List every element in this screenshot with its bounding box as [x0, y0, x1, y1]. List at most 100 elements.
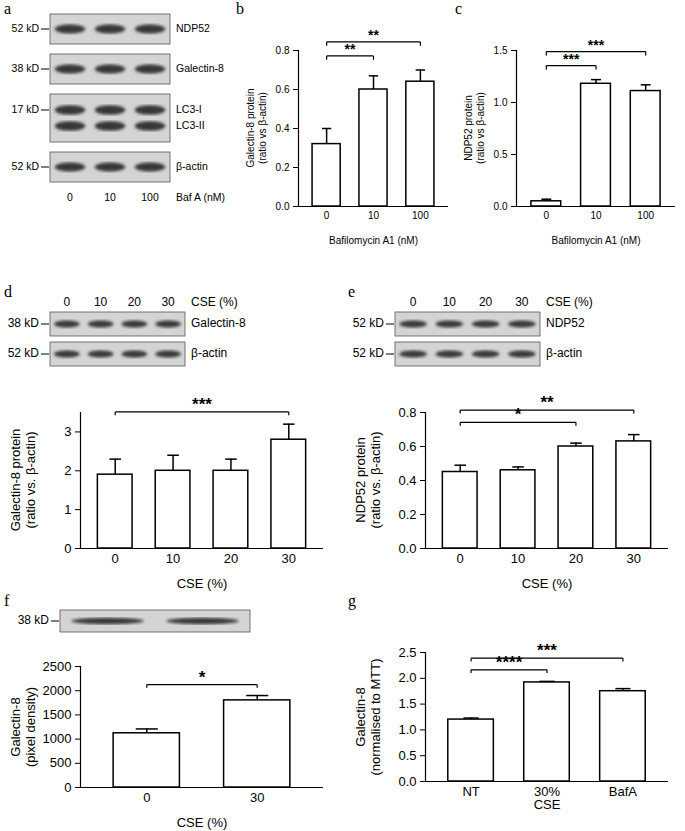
svg-text:500: 500: [50, 755, 72, 770]
svg-text:CSE (%): CSE (%): [546, 295, 593, 309]
svg-text:0.0: 0.0: [276, 201, 290, 212]
svg-text:1000: 1000: [43, 731, 72, 746]
svg-text:0.6: 0.6: [276, 84, 290, 95]
svg-text:0.0: 0.0: [494, 201, 508, 212]
svg-text:BafA: BafA: [609, 784, 638, 799]
svg-text:52 kD: 52 kD: [12, 22, 40, 34]
svg-text:10: 10: [94, 295, 108, 309]
svg-text:*: *: [199, 668, 206, 687]
svg-text:1.5: 1.5: [398, 696, 416, 711]
html-text:NDP52 protein (ratio vs. β-act: NDP52 protein (ratio vs. β-actin): [353, 431, 383, 529]
svg-text:2: 2: [64, 463, 71, 478]
svg-text:30: 30: [515, 295, 529, 309]
svg-text:3: 3: [64, 424, 71, 439]
svg-text:1.0: 1.0: [494, 97, 508, 108]
svg-text:0: 0: [143, 790, 150, 805]
svg-text:100: 100: [412, 210, 429, 221]
svg-text:Bafilomycin A1 (nM): Bafilomycin A1 (nM): [552, 235, 641, 246]
svg-text:0: 0: [64, 780, 71, 795]
svg-text:52 kD: 52 kD: [353, 346, 385, 360]
svg-text:0.2: 0.2: [398, 507, 416, 522]
svg-text:CSE (%): CSE (%): [177, 576, 228, 591]
svg-text:38 kD: 38 kD: [12, 62, 40, 74]
svg-text:Galectin-8: Galectin-8: [176, 62, 224, 74]
svg-text:**: **: [368, 27, 379, 43]
svg-text:0: 0: [324, 210, 330, 221]
svg-text:0.0: 0.0: [398, 541, 416, 556]
svg-text:30: 30: [627, 551, 641, 566]
svg-text:Galectin-8: Galectin-8: [191, 316, 246, 330]
svg-text:0: 0: [64, 541, 71, 556]
svg-text:0.6: 0.6: [398, 439, 416, 454]
svg-text:LC3-II: LC3-II: [176, 119, 205, 131]
svg-text:***: ***: [537, 641, 557, 660]
svg-text:30: 30: [282, 551, 296, 566]
svg-text:10: 10: [166, 551, 180, 566]
svg-text:Bafilomycin A1 (nM): Bafilomycin A1 (nM): [329, 235, 418, 246]
html-text:Galectin-8 (normalised to MTT): Galectin-8 (normalised to MTT): [353, 658, 383, 775]
svg-text:**: **: [540, 393, 554, 412]
svg-text:1: 1: [64, 502, 71, 517]
svg-text:LC3-I: LC3-I: [176, 103, 202, 115]
svg-text:20: 20: [479, 295, 493, 309]
svg-text:100: 100: [637, 210, 654, 221]
svg-text:0.0: 0.0: [398, 774, 416, 789]
svg-text:1500: 1500: [43, 707, 72, 722]
svg-text:10: 10: [590, 210, 602, 221]
svg-text:30: 30: [250, 790, 264, 805]
svg-text:β-actin: β-actin: [191, 346, 227, 360]
svg-text:CSE (%): CSE (%): [191, 295, 238, 309]
svg-text:0.5: 0.5: [494, 149, 508, 160]
svg-text:10: 10: [443, 295, 457, 309]
svg-text:2.0: 2.0: [398, 670, 416, 685]
svg-text:β-actin: β-actin: [176, 160, 208, 172]
svg-text:30: 30: [161, 295, 175, 309]
svg-text:0: 0: [112, 551, 119, 566]
svg-text:0.5: 0.5: [398, 748, 416, 763]
svg-text:0.8: 0.8: [276, 45, 290, 56]
svg-text:0: 0: [410, 295, 417, 309]
svg-text:2500: 2500: [43, 659, 72, 674]
svg-text:***: ***: [563, 51, 580, 67]
svg-text:20: 20: [224, 551, 238, 566]
html-text:Galectin-8 (pixel density): Galectin-8 (pixel density): [8, 686, 38, 767]
svg-text:CSE (%): CSE (%): [522, 576, 573, 591]
svg-text:52 kD: 52 kD: [12, 160, 40, 172]
svg-text:NDP52: NDP52: [176, 22, 210, 34]
svg-text:Baf A (nM): Baf A (nM): [176, 191, 225, 203]
svg-text:0: 0: [457, 551, 464, 566]
svg-text:0: 0: [67, 191, 73, 203]
svg-text:NDP52: NDP52: [546, 316, 585, 330]
svg-text:NT: NT: [462, 784, 479, 799]
svg-text:2000: 2000: [43, 683, 72, 698]
svg-text:30%CSE: 30%CSE: [534, 784, 561, 812]
svg-text:0.8: 0.8: [398, 405, 416, 420]
svg-text:10: 10: [104, 191, 116, 203]
svg-text:10: 10: [368, 210, 380, 221]
svg-text:1.5: 1.5: [494, 45, 508, 56]
svg-text:17 kD: 17 kD: [12, 103, 40, 115]
svg-text:20: 20: [128, 295, 142, 309]
svg-text:20: 20: [569, 551, 583, 566]
svg-text:0: 0: [544, 210, 550, 221]
svg-text:0: 0: [64, 295, 71, 309]
svg-text:38 kD: 38 kD: [18, 613, 50, 627]
svg-text:***: ***: [192, 395, 212, 414]
svg-text:***: ***: [588, 37, 605, 53]
svg-text:0.4: 0.4: [398, 473, 416, 488]
svg-text:2.5: 2.5: [398, 645, 416, 660]
svg-text:****: ****: [496, 653, 523, 672]
svg-text:*: *: [515, 405, 522, 424]
svg-text:52 kD: 52 kD: [353, 316, 385, 330]
svg-text:0.4: 0.4: [276, 123, 290, 134]
svg-text:CSE (%): CSE (%): [177, 815, 228, 830]
svg-text:38 kD: 38 kD: [8, 316, 40, 330]
svg-text:100: 100: [141, 191, 159, 203]
html-text:Galectin-8 protein (ratio vs.: Galectin-8 protein (ratio vs. β-actin): [8, 428, 38, 532]
svg-text:**: **: [345, 41, 356, 57]
svg-text:0.2: 0.2: [276, 162, 290, 173]
svg-text:β-actin: β-actin: [546, 346, 582, 360]
svg-text:10: 10: [511, 551, 525, 566]
svg-text:1.0: 1.0: [398, 722, 416, 737]
svg-text:52 kD: 52 kD: [8, 346, 40, 360]
